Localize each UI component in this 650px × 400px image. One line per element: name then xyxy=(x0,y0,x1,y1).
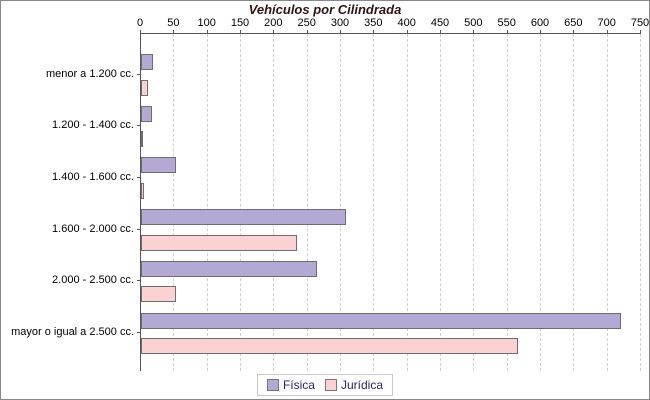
y-tick-mark xyxy=(137,176,140,178)
bar-fisica xyxy=(141,209,347,226)
gridline xyxy=(506,34,508,371)
x-tick-label: 0 xyxy=(136,17,144,29)
x-tick-mark xyxy=(273,30,275,33)
y-tick-mark xyxy=(137,332,140,333)
bar-juridica xyxy=(141,182,144,199)
gridline xyxy=(573,34,575,371)
x-tick-mark xyxy=(340,30,341,33)
gridline xyxy=(406,34,408,371)
gridline xyxy=(273,34,275,371)
legend-label: Jurídica xyxy=(340,378,384,392)
category-label: 2.000 - 2.500 cc. xyxy=(52,274,134,287)
bar-fisica xyxy=(141,260,317,277)
x-tick-mark xyxy=(440,30,441,33)
category-label: 1.400 - 1.600 cc. xyxy=(52,170,134,183)
gridline xyxy=(240,34,241,371)
x-tick-mark xyxy=(240,30,241,33)
gridline xyxy=(440,34,441,371)
x-tick-label: 300 xyxy=(330,17,350,29)
x-tick-label: 150 xyxy=(230,17,250,29)
category-label: 1.600 - 2.000 cc. xyxy=(52,222,134,235)
x-tick-mark xyxy=(406,30,408,33)
bar-juridica xyxy=(141,286,176,303)
legend: Física Jurídica xyxy=(256,374,394,396)
plot-area xyxy=(140,33,641,371)
legend-swatch-fisica xyxy=(266,379,279,391)
x-tick-mark xyxy=(473,30,475,33)
x-tick-label: 500 xyxy=(464,17,483,29)
gridline xyxy=(473,34,475,371)
x-tick-mark xyxy=(506,30,508,33)
bar-juridica xyxy=(141,79,148,96)
legend-item: Jurídica xyxy=(324,378,384,392)
gridline xyxy=(606,34,608,371)
bar-fisica xyxy=(141,312,621,329)
x-tick-label: 200 xyxy=(264,17,283,29)
y-tick-mark xyxy=(137,228,140,230)
category-label: menor a 1.200 cc. xyxy=(45,67,134,80)
x-tick-label: 50 xyxy=(167,17,180,29)
x-tick-mark xyxy=(173,30,175,33)
category-label: 1.200 - 1.400 cc. xyxy=(52,119,134,132)
y-tick-mark xyxy=(137,125,140,127)
x-tick-mark xyxy=(606,30,608,33)
gridline xyxy=(173,34,175,371)
bar-juridica xyxy=(141,338,518,354)
bar-fisica xyxy=(141,157,177,174)
x-tick-mark xyxy=(573,30,575,33)
gridline xyxy=(206,34,208,371)
y-tick-mark xyxy=(137,280,140,282)
x-tick-mark xyxy=(206,30,208,33)
x-tick-label: 400 xyxy=(397,17,416,29)
x-tick-label: 600 xyxy=(530,17,550,29)
x-tick-label: 650 xyxy=(564,17,583,29)
gridline xyxy=(306,34,308,371)
x-tick-label: 700 xyxy=(597,17,616,29)
x-tick-mark xyxy=(140,30,141,33)
gridline xyxy=(340,34,341,371)
gridline xyxy=(540,34,541,371)
legend-label: Física xyxy=(282,378,315,392)
bar-juridica xyxy=(141,131,143,148)
x-tick-mark xyxy=(640,30,641,33)
x-tick-mark xyxy=(540,30,541,33)
bar-juridica xyxy=(141,234,297,251)
gridline xyxy=(373,34,375,371)
x-tick-label: 750 xyxy=(630,17,650,29)
legend-item: Física xyxy=(266,378,315,392)
x-tick-label: 100 xyxy=(197,17,216,29)
legend-swatch-juridica xyxy=(324,379,337,391)
x-tick-mark xyxy=(306,30,308,33)
gridline xyxy=(640,34,641,371)
category-label: mayor o igual a 2.500 cc. xyxy=(11,326,134,338)
bar-fisica xyxy=(141,54,153,70)
x-tick-label: 550 xyxy=(497,17,516,29)
bar-fisica xyxy=(141,105,153,122)
x-tick-label: 350 xyxy=(364,17,383,29)
x-tick-label: 450 xyxy=(430,17,450,29)
y-tick-mark xyxy=(137,73,140,75)
x-tick-label: 250 xyxy=(297,17,316,29)
x-tick-mark xyxy=(373,30,375,33)
chart-title: Vehículos por Cilindrada xyxy=(248,2,402,17)
